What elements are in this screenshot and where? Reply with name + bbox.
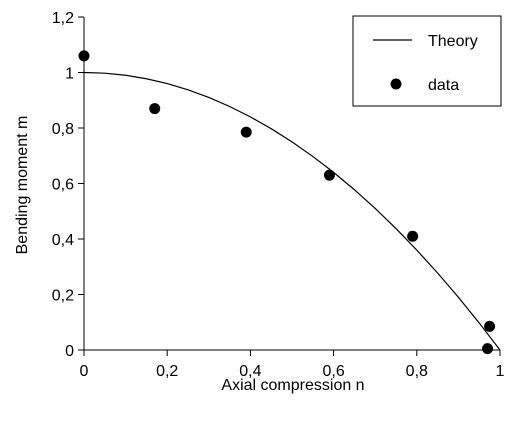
data-point bbox=[323, 169, 335, 181]
x-tick-label: 1 bbox=[496, 363, 505, 380]
data-point bbox=[482, 343, 494, 355]
data-point bbox=[407, 230, 419, 242]
y-tick-label: 0,2 bbox=[52, 288, 74, 305]
data-point bbox=[484, 320, 496, 332]
x-tick-label: 0,2 bbox=[156, 363, 178, 380]
legend-label-theory: Theory bbox=[428, 33, 478, 50]
y-tick-label: 0,8 bbox=[52, 121, 74, 138]
x-tick-label: 0,8 bbox=[406, 363, 428, 380]
data-point bbox=[240, 126, 252, 138]
y-tick-label: 0,4 bbox=[52, 232, 74, 249]
x-tick-label: 0,4 bbox=[239, 363, 261, 380]
x-axis-title: Axial compression n bbox=[221, 377, 364, 394]
y-axis-ticks: 0 0,2 0,4 0,6 0,8 1 1,2 bbox=[52, 10, 84, 360]
y-axis-title: Bending moment m bbox=[14, 116, 31, 255]
series-layer bbox=[78, 50, 501, 355]
y-tick-label: 1 bbox=[65, 66, 74, 83]
legend: Theory data bbox=[352, 15, 502, 107]
y-tick-label: 1,2 bbox=[52, 10, 74, 27]
y-tick-label: 0,6 bbox=[52, 177, 74, 194]
legend-box bbox=[352, 15, 502, 107]
legend-label-data: data bbox=[428, 77, 459, 94]
data-point bbox=[149, 103, 161, 115]
x-tick-label: 0,6 bbox=[322, 363, 344, 380]
x-axis-ticks: 0 0,2 0,4 0,6 0,8 1 bbox=[80, 350, 505, 380]
x-tick-label: 0 bbox=[80, 363, 89, 380]
data-point bbox=[78, 50, 90, 62]
theory-curve bbox=[83, 71, 501, 351]
y-tick-label: 0 bbox=[65, 343, 74, 360]
legend-marker-data bbox=[390, 78, 402, 90]
